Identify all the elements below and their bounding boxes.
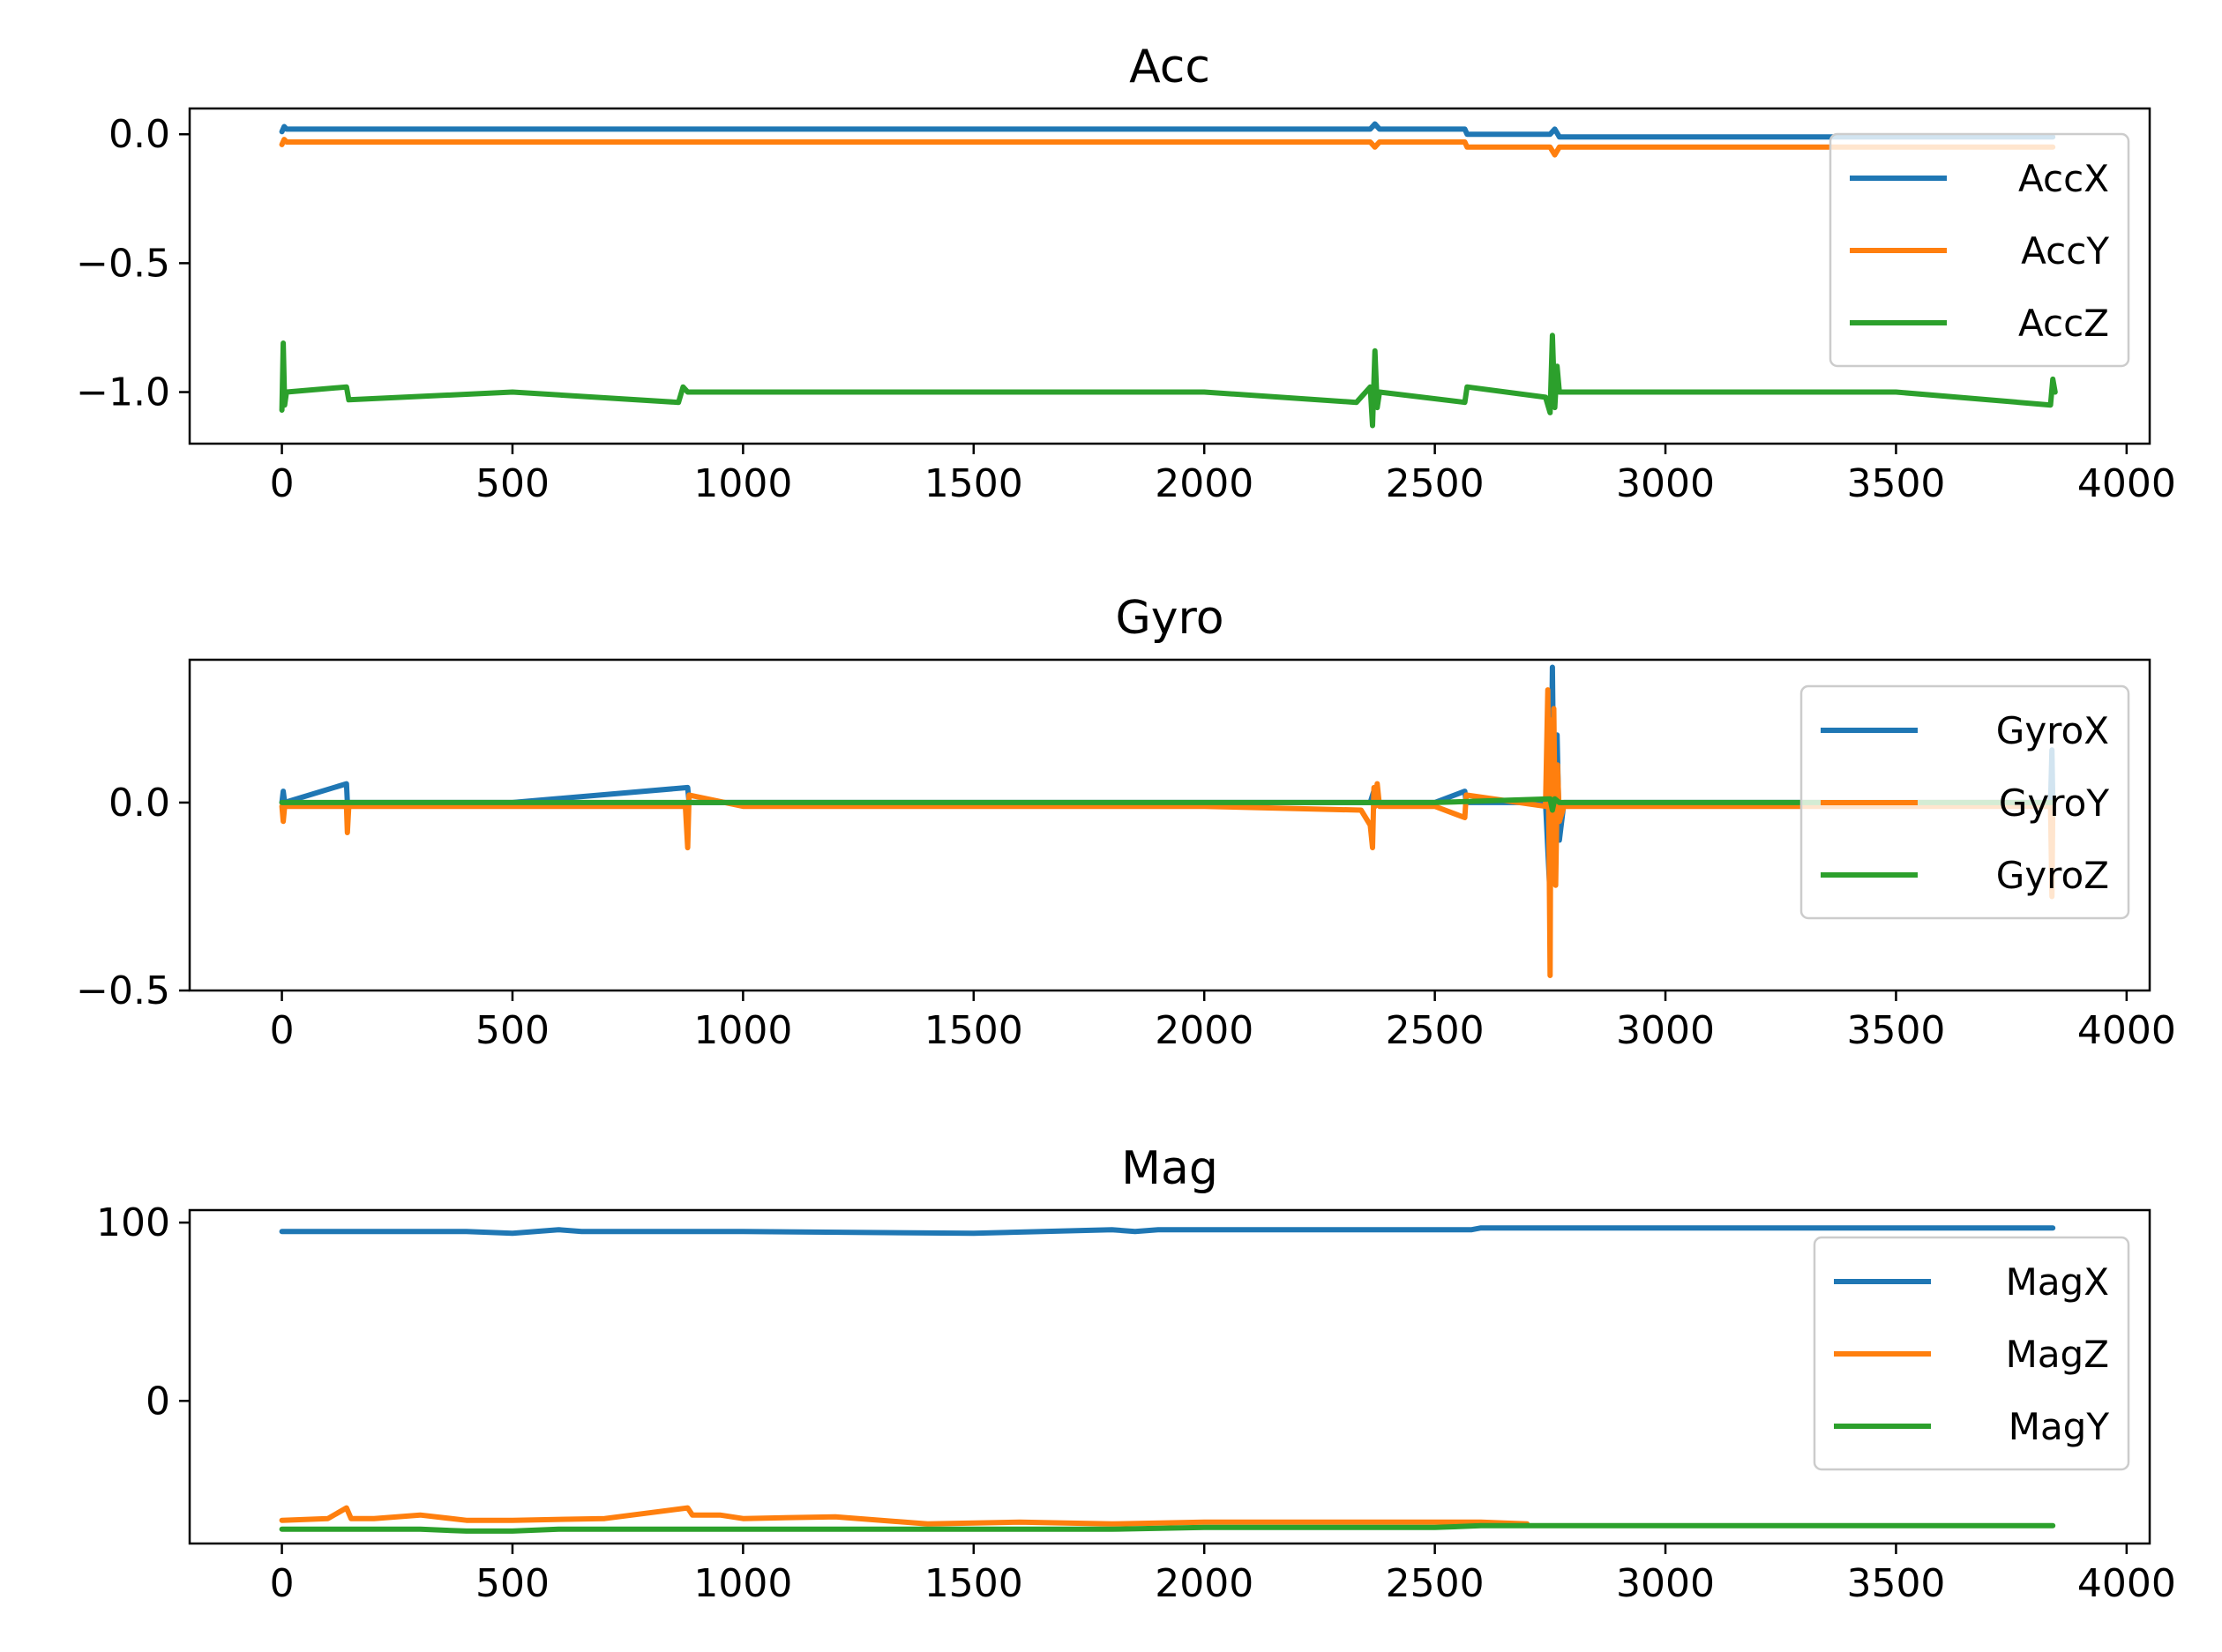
x-tick-label: 3000	[1616, 461, 1715, 506]
x-tick-label: 1000	[693, 461, 792, 506]
x-tick-label: 1000	[693, 1561, 792, 1606]
legend-label-magy: MagY	[2009, 1405, 2110, 1448]
x-tick-label: 3500	[1846, 1008, 1945, 1053]
legend-label-magz: MagZ	[2006, 1333, 2109, 1376]
x-tick-label: 1500	[924, 461, 1023, 506]
legend-box	[1799, 684, 2130, 920]
legend-box	[1829, 132, 2130, 368]
y-tick-label: −0.5	[76, 968, 170, 1013]
axes-frame	[188, 1208, 2151, 1545]
subplot-title: Acc	[1129, 41, 1210, 93]
subplot-title: Gyro	[1115, 592, 1223, 645]
x-tick-label: 2000	[1155, 1561, 1253, 1606]
x-tick-label: 2000	[1155, 461, 1253, 506]
x-tick-label: 500	[475, 461, 550, 506]
legend: GyroX GyroY GyroZ	[1799, 684, 2130, 920]
legend-box	[1813, 1236, 2130, 1471]
legend-label-gyrox: GyroX	[1996, 709, 2109, 752]
axes-frame	[188, 658, 2151, 992]
legend-label-accx: AccX	[2018, 157, 2109, 200]
x-tick-label: 4000	[2077, 1008, 2176, 1053]
series-line-gyroy	[279, 687, 2056, 978]
x-tick-label: 3000	[1616, 1561, 1715, 1606]
x-tick-label: 4000	[2077, 1561, 2176, 1606]
y-tick-label: 100	[96, 1200, 170, 1245]
x-tick-label: 1500	[924, 1561, 1023, 1606]
x-tick-label: 0	[270, 461, 295, 506]
series-line-accz	[279, 333, 2058, 429]
x-tick-label: 3500	[1846, 461, 1945, 506]
series-line-magx	[279, 1225, 2056, 1237]
subplot-acc: Acc 0 500 1000 1500 2000 2500 3000 3500 4000 0.0 −0…	[76, 41, 2176, 506]
series-line-accx	[279, 121, 2056, 140]
x-tick-label: 3500	[1846, 1561, 1945, 1606]
legend-label-magx: MagX	[2006, 1260, 2109, 1304]
x-tick-label: 2000	[1155, 1008, 1253, 1053]
legend-label-accz: AccZ	[2018, 302, 2109, 345]
x-tick-label: 4000	[2077, 461, 2176, 506]
x-tick-label: 2500	[1386, 1008, 1485, 1053]
legend: MagX MagZ MagY	[1813, 1236, 2130, 1471]
y-tick-label: 0.0	[108, 112, 170, 157]
series-line-accy	[279, 137, 2056, 158]
y-tick-label: −1.0	[76, 370, 170, 415]
series-group	[279, 121, 2058, 429]
legend: AccX AccY AccZ	[1829, 132, 2130, 368]
x-tick-label: 2500	[1386, 461, 1485, 506]
x-tick-label: 3000	[1616, 1008, 1715, 1053]
legend-label-gyroy: GyroY	[1999, 781, 2109, 825]
x-tick-label: 2500	[1386, 1561, 1485, 1606]
series-line-gyroz	[279, 796, 2056, 813]
axes-frame	[188, 107, 2151, 445]
x-tick-label: 1500	[924, 1008, 1023, 1053]
series-line-magz	[279, 1505, 1530, 1527]
y-tick-label: 0	[146, 1379, 170, 1424]
x-tick-label: 500	[475, 1561, 550, 1606]
subplot-title: Mag	[1121, 1142, 1218, 1195]
subplot-gyro: Gyro 0 500 1000 1500 2000 2500 3000 3500 4000 0.0 −…	[76, 592, 2176, 1053]
y-tick-label: 0.0	[108, 781, 170, 826]
y-tick-label: −0.5	[76, 241, 170, 286]
x-tick-label: 500	[475, 1008, 550, 1053]
legend-label-accy: AccY	[2021, 229, 2109, 273]
series-line-magy	[279, 1522, 2056, 1534]
x-tick-label: 1000	[693, 1008, 792, 1053]
series-group	[279, 664, 2056, 978]
x-tick-label: 0	[270, 1008, 295, 1053]
legend-label-gyroz: GyroZ	[1996, 854, 2109, 897]
series-group	[279, 1225, 2056, 1534]
x-tick-label: 0	[270, 1561, 295, 1606]
